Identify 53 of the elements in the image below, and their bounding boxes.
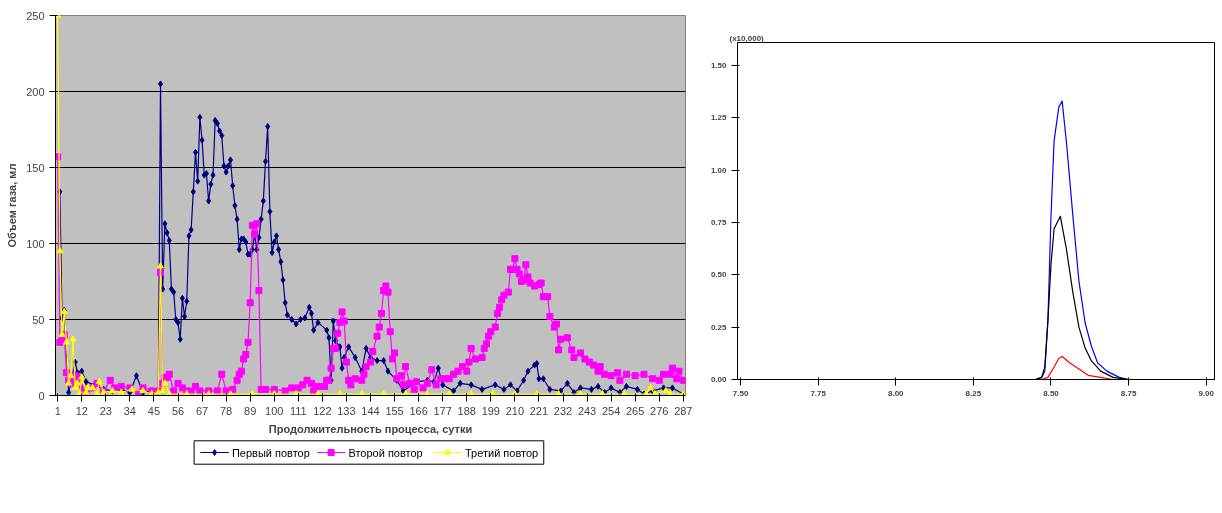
- x-tick-label: 9.00: [1198, 388, 1215, 398]
- x-tick-label: 254: [601, 404, 621, 417]
- x-tick-label: 177: [433, 404, 452, 417]
- y-tick-label: 0: [38, 389, 45, 402]
- y-axis-title: Объем газа, мл: [6, 163, 19, 248]
- x-tick-label: 287: [674, 404, 693, 417]
- y-tick-label: 1.25: [710, 113, 728, 123]
- x-tick-label: 45: [147, 404, 161, 417]
- x-tick-label: 221: [529, 404, 549, 417]
- x-tick-label: 276: [650, 404, 669, 417]
- x-tick-label: 243: [577, 404, 597, 417]
- y-tick-label: 150: [26, 161, 45, 174]
- x-tick-label: 188: [457, 404, 476, 417]
- x-tick-label: 8.50: [1043, 388, 1060, 398]
- y-tick-label: 1.00: [710, 165, 728, 175]
- x-tick-label: 8.00: [888, 388, 905, 398]
- x-tick-label: 155: [385, 404, 404, 417]
- y-tick-label: 0.00: [710, 375, 728, 384]
- x-axis-title: Продолжительность процесса, сутки: [268, 422, 473, 435]
- y-tick-label: 0.75: [710, 218, 728, 228]
- x-tick-label: 111: [289, 404, 307, 417]
- y-tick-label: 100: [26, 237, 45, 250]
- x-tick-label: 8.75: [1120, 388, 1137, 398]
- x-tick-label: 34: [123, 404, 137, 417]
- x-tick-label: 8.25: [965, 388, 982, 398]
- x-tick-label: 100: [265, 404, 284, 417]
- x-tick-label: 144: [361, 404, 380, 417]
- x-tick-label: 265: [626, 404, 645, 417]
- x-tick-label: 7.75: [810, 388, 827, 398]
- x-tick-label: 232: [553, 404, 573, 417]
- x-tick-label: 122: [313, 404, 332, 417]
- y-tick-label: 200: [26, 85, 45, 98]
- x-tick-label: 78: [220, 404, 233, 417]
- x-tick-label: 166: [409, 404, 428, 417]
- x-tick-label: 199: [481, 404, 500, 417]
- x-tick-label: 12: [75, 404, 88, 417]
- x-tick-label: 133: [337, 404, 356, 417]
- legend-label: Второй повтор: [348, 446, 423, 459]
- x-tick-label: 67: [195, 404, 209, 417]
- legend-label: Третий повтор: [465, 446, 539, 459]
- x-tick-label: 56: [171, 404, 185, 417]
- x-tick-label: 89: [244, 404, 257, 417]
- y-tick-label: 1.50: [710, 61, 728, 71]
- x-tick-label: 1: [54, 404, 61, 417]
- y-tick-label: 250: [26, 9, 45, 22]
- annotation: (x10,000): [729, 33, 765, 43]
- y-tick-label: 50: [32, 313, 45, 326]
- y-tick-label: 0.50: [710, 270, 728, 280]
- x-tick-label: 7.50: [732, 388, 749, 398]
- y-tick-label: 0.25: [710, 322, 728, 332]
- legend-label: Первый повтор: [231, 446, 310, 459]
- x-tick-label: 23: [99, 404, 112, 417]
- x-tick-label: 210: [505, 404, 525, 417]
